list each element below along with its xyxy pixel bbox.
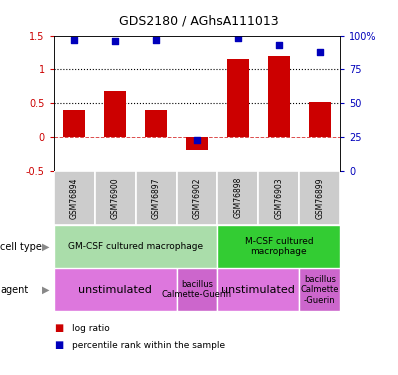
Bar: [54, 268, 177, 311]
Text: GSM76903: GSM76903: [274, 177, 283, 219]
Text: GSM76894: GSM76894: [70, 177, 79, 219]
Text: GSM76900: GSM76900: [111, 177, 120, 219]
Text: percentile rank within the sample: percentile rank within the sample: [72, 340, 225, 350]
Point: [153, 37, 159, 43]
Text: ■: ■: [54, 340, 63, 350]
Bar: [63, 110, 86, 137]
Bar: [227, 59, 249, 137]
Text: bacillus
Calmette
-Guerin: bacillus Calmette -Guerin: [300, 275, 339, 304]
Bar: [217, 225, 340, 268]
Text: GM-CSF cultured macrophage: GM-CSF cultured macrophage: [68, 242, 203, 251]
Text: M-CSF cultured
macrophage: M-CSF cultured macrophage: [245, 237, 313, 256]
Text: ▶: ▶: [42, 242, 49, 252]
Text: unstimulated: unstimulated: [78, 285, 152, 295]
Bar: [186, 137, 208, 150]
Bar: [177, 171, 217, 225]
Bar: [145, 110, 167, 137]
Bar: [95, 171, 136, 225]
Bar: [136, 171, 177, 225]
Point: [235, 35, 241, 41]
Bar: [299, 268, 340, 311]
Bar: [54, 225, 217, 268]
Text: log ratio: log ratio: [72, 324, 109, 333]
Text: unstimulated: unstimulated: [221, 285, 295, 295]
Text: bacillus
Calmette-Guerin: bacillus Calmette-Guerin: [162, 280, 232, 299]
Point: [194, 136, 200, 142]
Text: ▶: ▶: [42, 285, 49, 295]
Point: [71, 37, 77, 43]
Bar: [54, 171, 95, 225]
Point: [276, 42, 282, 48]
Text: ■: ■: [54, 323, 63, 333]
Point: [317, 49, 323, 55]
Bar: [299, 171, 340, 225]
Text: GDS2180 / AGhsA111013: GDS2180 / AGhsA111013: [119, 15, 279, 28]
Text: GSM76898: GSM76898: [234, 177, 242, 219]
Bar: [177, 268, 217, 311]
Text: cell type: cell type: [0, 242, 42, 252]
Bar: [308, 102, 331, 137]
Text: GSM76897: GSM76897: [152, 177, 160, 219]
Bar: [217, 171, 258, 225]
Bar: [258, 171, 299, 225]
Text: GSM76902: GSM76902: [193, 177, 201, 219]
Text: GSM76899: GSM76899: [315, 177, 324, 219]
Point: [112, 38, 118, 44]
Bar: [217, 268, 299, 311]
Bar: [104, 91, 127, 137]
Bar: [267, 56, 290, 137]
Text: agent: agent: [0, 285, 28, 295]
